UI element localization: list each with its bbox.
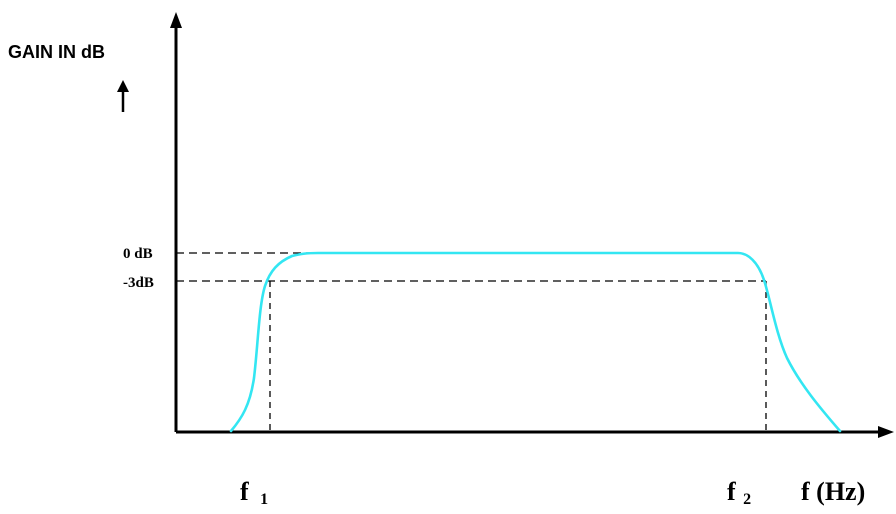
frequency-axis-label: f (Hz)	[801, 477, 865, 506]
x-axis-arrowhead	[878, 426, 894, 438]
f2-label-sub: 2	[743, 491, 751, 508]
y-axis-arrowhead	[170, 12, 182, 28]
tick-minus3db: -3dB	[123, 275, 154, 291]
f1-label-sub: 1	[260, 491, 268, 508]
f2-label: f 2	[727, 477, 751, 508]
up-arrow-icon	[117, 80, 129, 112]
tick-0db: 0 dB	[123, 246, 153, 262]
f2-label-main: f	[727, 477, 736, 506]
y-axis-label: GAIN IN dB	[8, 42, 105, 62]
f1-label-main: f	[240, 477, 249, 506]
response-curve	[229, 251, 842, 433]
f1-label: f 1	[240, 477, 268, 508]
